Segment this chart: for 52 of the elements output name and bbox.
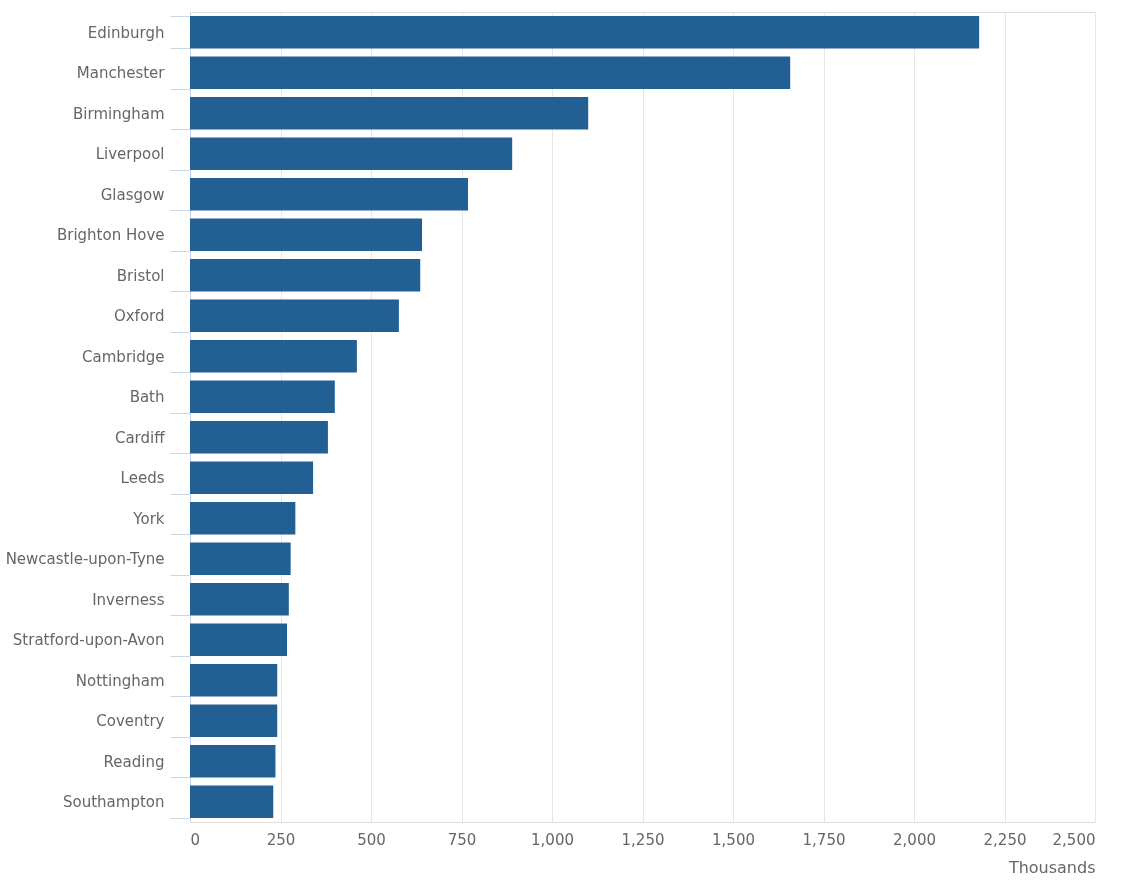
bar <box>190 583 289 616</box>
y-tick-label: Stratford-upon-Avon <box>12 631 165 650</box>
bar <box>190 421 328 454</box>
y-tick-label: Newcastle-upon-Tyne <box>5 550 165 569</box>
bar <box>190 259 421 292</box>
y-tick-label: Liverpool <box>95 145 165 164</box>
x-tick-label: 0 <box>190 830 201 849</box>
x-tick-label: 2,000 <box>893 830 936 849</box>
bar <box>190 340 357 373</box>
x-axis-title: Thousands <box>1007 857 1096 877</box>
x-tick-label: 2,250 <box>983 830 1027 849</box>
x-tick-label: 1,250 <box>621 830 665 849</box>
y-tick-label: Glasgow <box>100 185 165 204</box>
bar <box>190 785 274 818</box>
x-tick-label: 250 <box>266 830 296 849</box>
bar <box>190 137 513 170</box>
bar <box>190 745 276 778</box>
bar <box>190 218 423 251</box>
y-tick-label: Southampton <box>63 793 165 812</box>
bar <box>190 502 296 535</box>
y-tick-label: Inverness <box>92 590 165 609</box>
y-tick-label: Nottingham <box>75 671 165 690</box>
bar <box>190 178 469 211</box>
bar <box>190 56 791 89</box>
x-tick-label: 1,750 <box>802 830 846 849</box>
bar <box>190 704 278 737</box>
y-tick-label: Oxford <box>113 307 165 326</box>
y-tick-label: Leeds <box>120 469 165 488</box>
y-tick-label: Bristol <box>116 266 165 285</box>
y-tick-label: Reading <box>103 752 165 771</box>
bar <box>190 623 288 656</box>
x-tick-label: 1,000 <box>531 830 574 849</box>
y-tick-label: Edinburgh <box>87 23 165 42</box>
x-tick-label: 2,500 <box>1052 830 1096 849</box>
y-tick-label: Brighton Hove <box>56 226 165 245</box>
x-tick-label: 500 <box>357 830 386 849</box>
y-tick-label: Bath <box>129 388 165 407</box>
y-tick-label: Cambridge <box>82 347 165 366</box>
x-tick-label: 1,500 <box>712 830 755 849</box>
bar <box>190 97 589 130</box>
bar <box>190 299 399 332</box>
y-tick-label: Birmingham <box>73 104 165 123</box>
bar <box>190 542 291 575</box>
bar <box>190 380 335 413</box>
bar <box>190 461 314 494</box>
y-tick-label: Cardiff <box>114 428 166 447</box>
y-tick-label: Manchester <box>76 64 166 83</box>
bar <box>190 664 278 697</box>
y-tick-label: York <box>132 509 165 528</box>
y-tick-label: Coventry <box>96 712 165 731</box>
x-tick-label: 750 <box>447 830 477 849</box>
bar <box>190 16 980 49</box>
